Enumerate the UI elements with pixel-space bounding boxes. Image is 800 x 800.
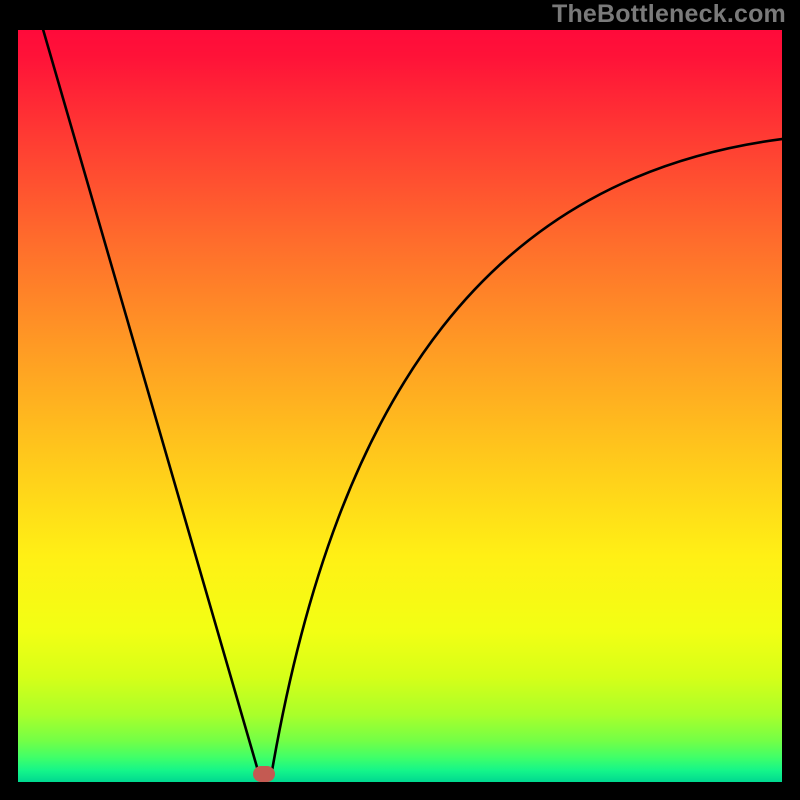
plot-outer-frame: [18, 30, 782, 782]
curve-right-branch: [272, 139, 782, 773]
curve-svg: [18, 30, 782, 782]
curve-left-branch: [43, 30, 258, 773]
minimum-marker: [253, 766, 275, 782]
plot-area: [18, 30, 782, 782]
watermark-text: TheBottleneck.com: [552, 0, 786, 29]
